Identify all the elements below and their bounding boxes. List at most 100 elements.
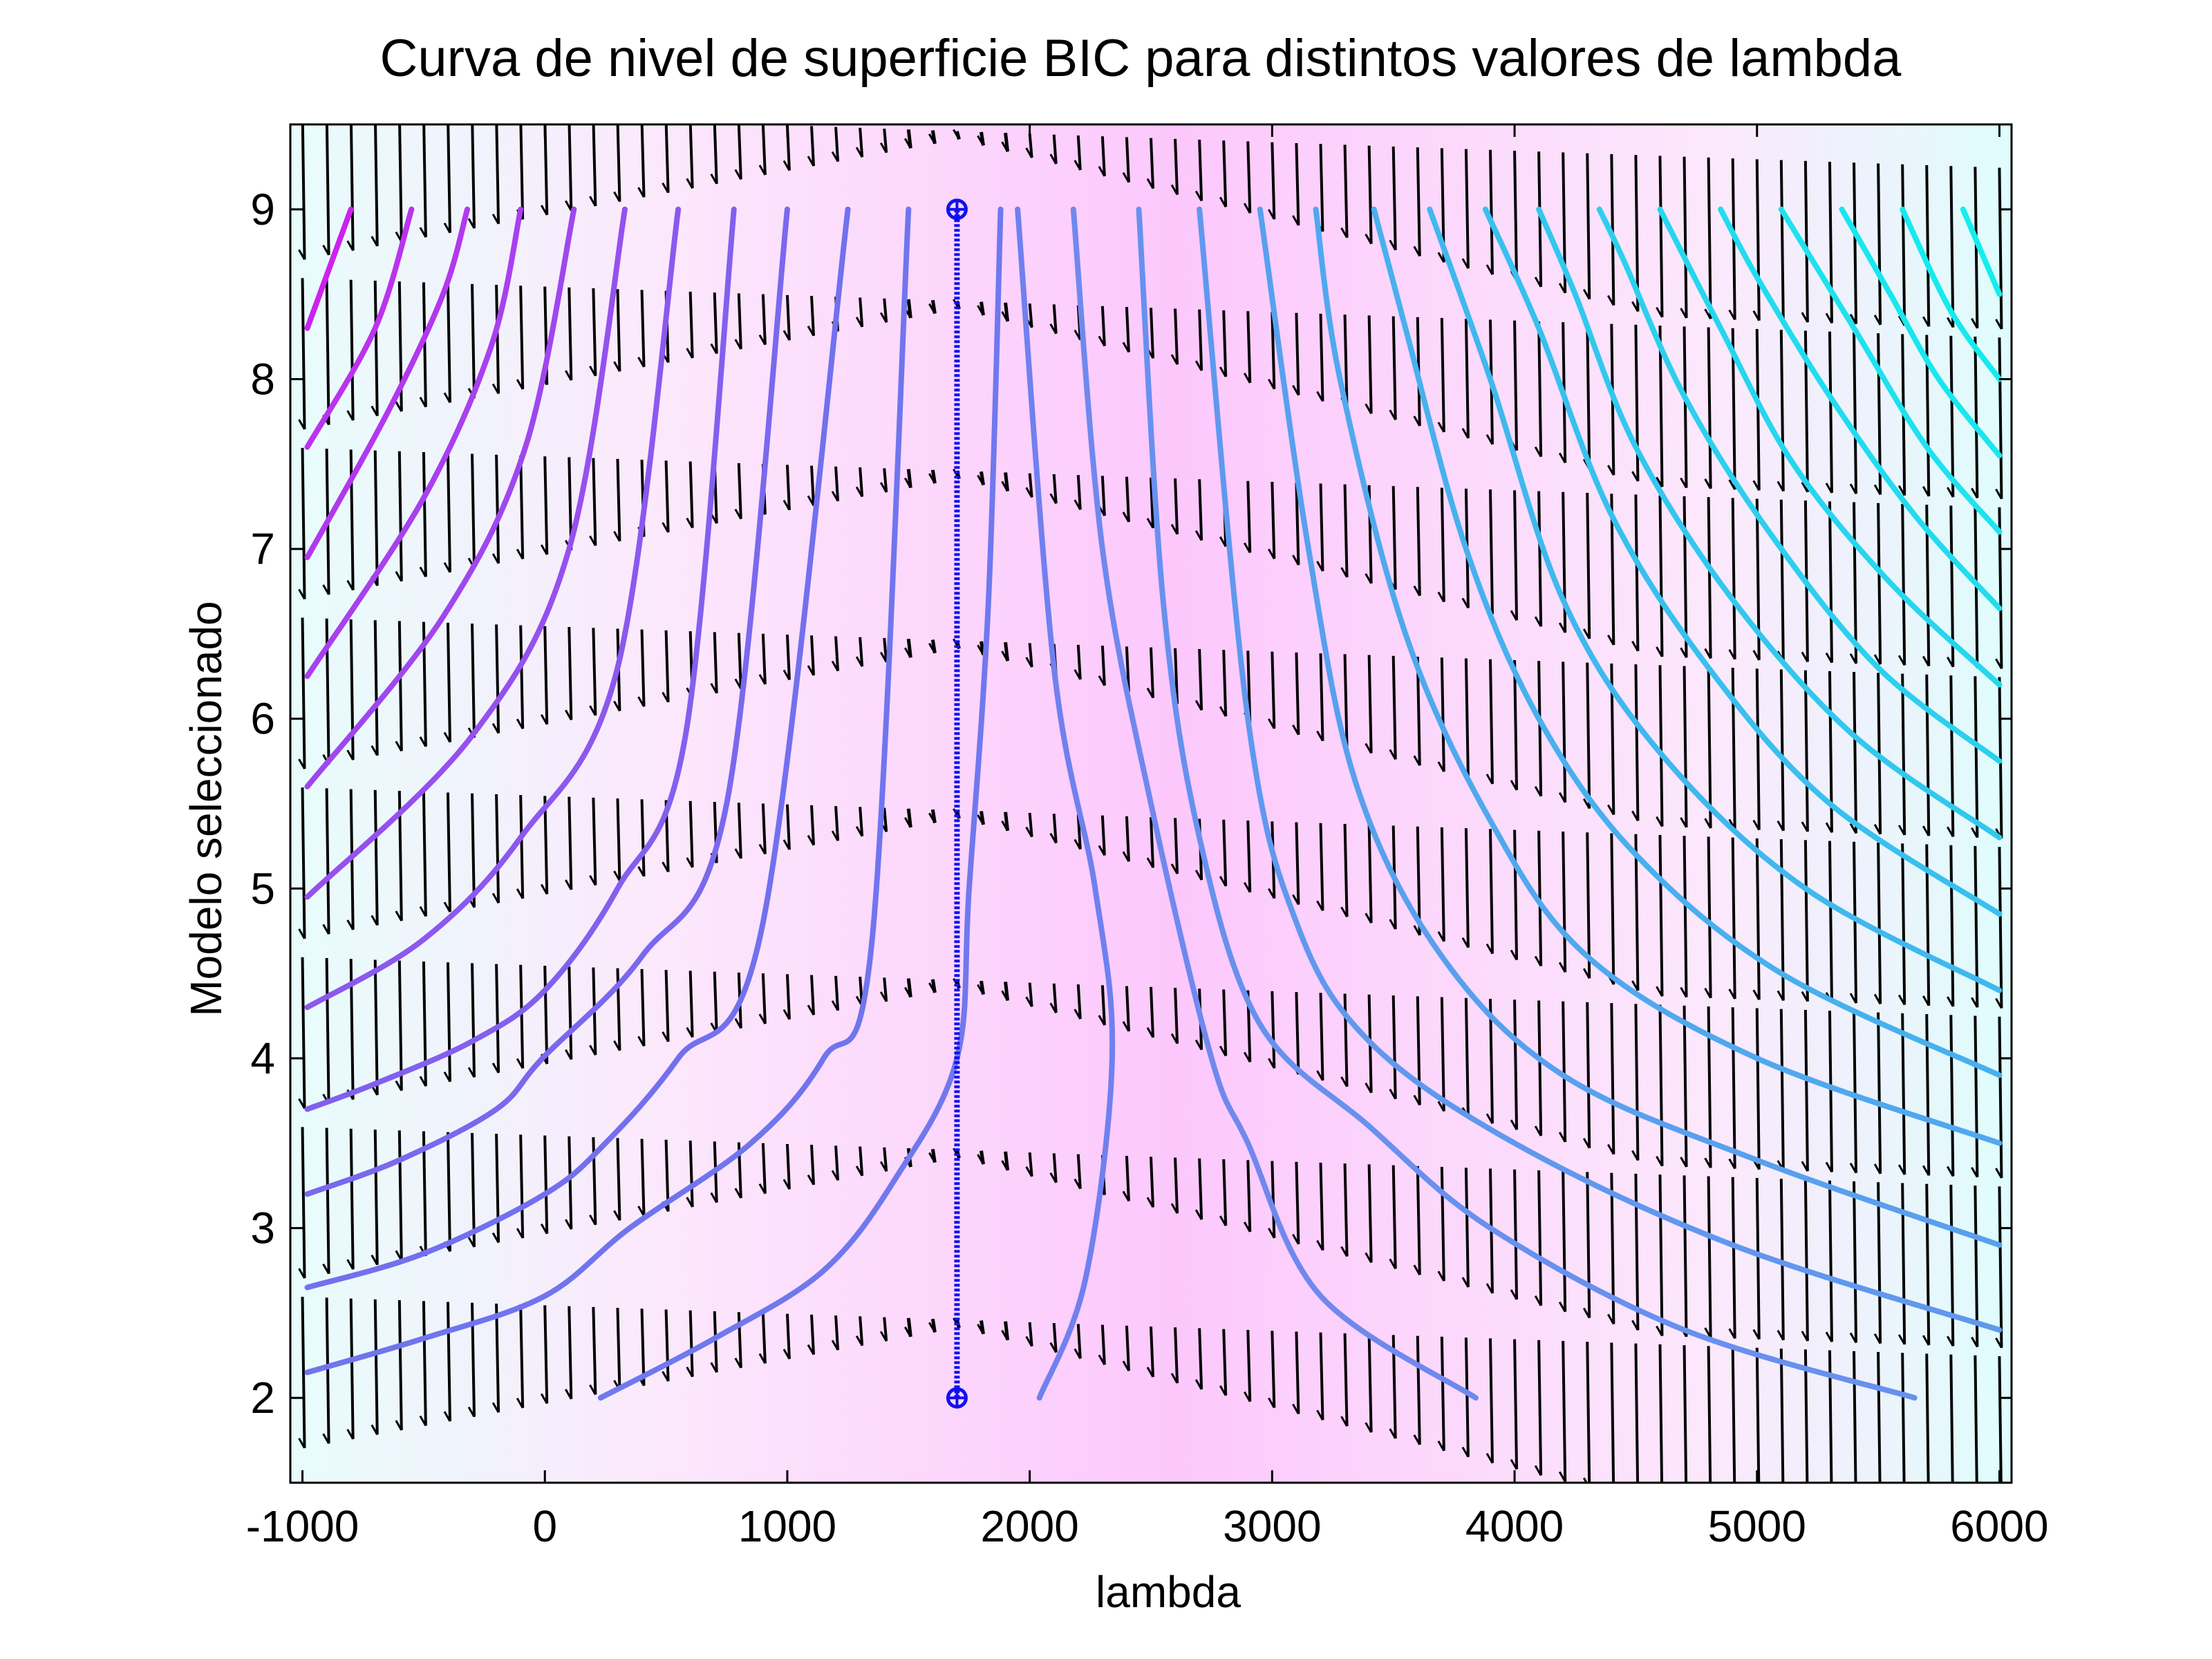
quiver-arrowhead [1923, 1506, 1929, 1515]
quiver-arrowhead [831, 1170, 839, 1181]
quiver-arrow [1125, 1156, 1130, 1201]
quiver-arrowhead [1025, 147, 1033, 158]
quiver-arrow [1295, 142, 1300, 226]
quiver-arrowhead [1971, 1336, 1978, 1348]
quiver-arrow [1343, 315, 1349, 408]
quiver-arrow [495, 1303, 500, 1413]
quiver-arrow [1391, 486, 1397, 590]
quiver-arrowhead [734, 508, 742, 520]
quiver-arrow [1513, 490, 1519, 621]
quiver-arrow [664, 1309, 670, 1382]
quiver-arrowhead [977, 305, 984, 316]
quiver-arrow [1755, 838, 1761, 1000]
quiver-arrow [422, 1131, 427, 1256]
quiver-arrowhead [1631, 810, 1639, 822]
quiver-arrow [495, 285, 500, 394]
quiver-arrow [1828, 501, 1833, 663]
quiver-arrowhead [903, 477, 912, 489]
quiver-arrowhead [1170, 524, 1179, 535]
quiver-arrowhead [1437, 1271, 1445, 1282]
quiver-arrow [664, 970, 670, 1042]
quiver-arrowhead [322, 1263, 330, 1275]
quiver-arrowhead [1704, 987, 1712, 999]
quiver-arrowhead [782, 1179, 791, 1190]
quiver-arrowhead [1680, 817, 1687, 828]
quiver-arrow [1464, 997, 1470, 1118]
quiver-arrowhead [565, 879, 572, 890]
quiver-arrowhead [1801, 651, 1809, 663]
quiver-arrow [1343, 993, 1349, 1087]
quiver-arrow [1295, 1161, 1300, 1244]
contour-line [304, 206, 912, 1376]
quiver-arrow [1707, 1176, 1712, 1338]
quiver-arrow [1222, 650, 1228, 717]
quiver-arrowhead [346, 1259, 354, 1270]
quiver-arrowhead [686, 1197, 693, 1208]
quiver-arrow [1076, 644, 1082, 679]
quiver-arrowhead [298, 588, 306, 600]
quiver-arrowhead [1049, 323, 1058, 335]
quiver-arrow [1367, 1334, 1373, 1433]
quiver-arrowhead [1219, 706, 1227, 717]
quiver-arrow [737, 632, 742, 689]
quiver-arrow [543, 626, 549, 724]
quiver-arrowhead [1340, 567, 1348, 578]
quiver-arrowhead [1049, 1342, 1058, 1353]
quiver-arrow [1731, 1177, 1736, 1339]
quiver-arrow [543, 796, 549, 894]
quiver-arrowhead [1849, 313, 1857, 325]
x-tick-label: 6000 [1950, 1501, 2048, 1551]
quiver-arrowhead [1607, 1313, 1615, 1325]
quiver-arrow [1513, 151, 1519, 281]
quiver-arrow [1100, 476, 1106, 516]
quiver-arrowhead [1680, 986, 1687, 998]
quiver-arrow [1658, 1004, 1664, 1166]
contour-line [1070, 206, 1479, 1401]
quiver-arrowhead [1681, 1497, 1687, 1506]
quiver-arrow [1974, 676, 1979, 838]
quiver-arrowhead [831, 491, 839, 502]
quiver-arrowhead [1752, 1329, 1761, 1340]
quiver-arrowhead [1873, 1333, 1882, 1344]
quiver-arrowhead [613, 870, 621, 881]
quiver-arrowhead [782, 669, 791, 681]
quiver-arrowhead [491, 1402, 500, 1413]
quiver-arrowhead [395, 1420, 403, 1431]
quiver-arrow [1803, 1009, 1809, 1172]
quiver-arrowhead [1849, 993, 1857, 1004]
quiver-arrowhead [1122, 1190, 1130, 1202]
quiver-arrowhead [637, 1035, 645, 1047]
quiver-arrow [1319, 483, 1324, 572]
quiver-arrowhead [1098, 1015, 1106, 1026]
quiver-arrowhead [1389, 1428, 1397, 1439]
quiver-arrow [1901, 164, 1906, 326]
quiver-arrow [1755, 668, 1761, 830]
quiver-arrowhead [710, 683, 718, 694]
quiver-arrowhead [1074, 838, 1082, 850]
contour-line [304, 206, 415, 450]
quiver-arrowhead [977, 814, 984, 825]
quiver-arrowhead [1558, 283, 1566, 294]
quiver-arrowhead [928, 303, 936, 315]
quiver-arrow [1755, 328, 1761, 491]
quiver-arrowhead [686, 348, 693, 359]
quiver-arrowhead [467, 1406, 476, 1418]
quiver-arrowhead [977, 474, 984, 486]
quiver-arrowhead [1704, 478, 1712, 489]
quiver-arrowhead [589, 365, 597, 377]
quiver-arrowhead [758, 843, 767, 855]
quiver-arrow [1998, 847, 2003, 1009]
quiver-arrowhead [1413, 925, 1421, 936]
quiver-arrowhead [758, 674, 767, 685]
quiver-arrowhead [1656, 1156, 1663, 1167]
quiver-arrowhead [637, 187, 645, 198]
quiver-arrowhead [1995, 1337, 2003, 1349]
quiver-arrow [1343, 1333, 1349, 1427]
quiver-arrowhead [1825, 482, 1833, 494]
quiver-arrow [883, 1317, 888, 1342]
quiver-arrowhead [928, 643, 936, 654]
quiver-arrow [1028, 473, 1033, 498]
quiver-arrow [1634, 1343, 1640, 1483]
quiver-arrowhead [1170, 1373, 1179, 1384]
contour-line [1900, 206, 2003, 382]
